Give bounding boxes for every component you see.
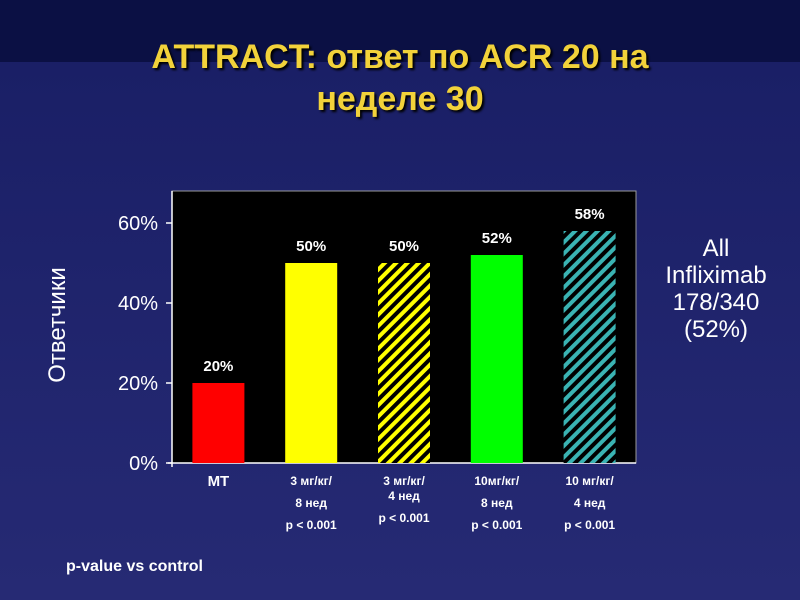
x-tick-label: 8 нед xyxy=(481,496,513,510)
y-tick-label: 40% xyxy=(118,293,158,315)
summary-line-3: 178/340 xyxy=(672,289,760,316)
x-tick-label: p < 0.001 xyxy=(471,518,522,532)
y-tick-label: 20% xyxy=(118,373,158,395)
summary-line-2: Infliximab xyxy=(665,262,767,289)
x-tick-label: p < 0.001 xyxy=(378,511,429,525)
data-label: 50% xyxy=(389,238,419,255)
x-tick-label: 4 нед xyxy=(388,489,420,503)
x-tick-label: 10мг/кг/ xyxy=(474,474,520,488)
title-line-2: неделе 30 xyxy=(316,80,484,118)
p-value-footnote: p-value vs control xyxy=(66,558,203,575)
bar xyxy=(285,263,338,463)
infliximab-summary: All Infliximab 178/340 (52%) xyxy=(652,235,780,343)
bar xyxy=(192,383,245,463)
data-label: 20% xyxy=(203,358,233,375)
data-label: 50% xyxy=(296,238,326,255)
y-tick-label: 60% xyxy=(118,213,158,235)
summary-line-4: (52%) xyxy=(683,316,749,343)
x-tick-label: 3 мг/кг/ xyxy=(383,474,425,488)
data-label: 52% xyxy=(482,230,512,247)
x-tick-label: p < 0.001 xyxy=(564,518,615,532)
title-line-1: ATTRACT: ответ по ACR 20 на xyxy=(151,38,649,76)
x-tick-label: 8 нед xyxy=(295,496,327,510)
x-tick-label: 10 мг/кг/ xyxy=(565,474,614,488)
x-tick-label: p < 0.001 xyxy=(286,518,337,532)
slide-title: ATTRACT: ответ по ACR 20 на неделе 30 xyxy=(0,36,800,120)
y-tick-label: 0% xyxy=(129,453,158,475)
x-tick-label: 3 мг/кг/ xyxy=(290,474,332,488)
data-label: 58% xyxy=(575,206,605,223)
x-tick-label: 4 нед xyxy=(574,496,606,510)
bar xyxy=(378,263,430,463)
summary-line-1: All xyxy=(702,235,730,262)
bar xyxy=(470,255,523,463)
bar xyxy=(563,231,616,463)
x-tick-label: МТ xyxy=(208,473,230,490)
